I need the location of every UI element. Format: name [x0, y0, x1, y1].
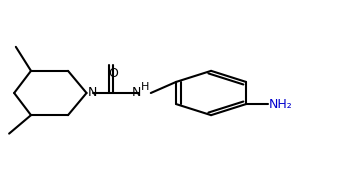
Text: NH₂: NH₂ — [269, 98, 292, 110]
Text: N: N — [132, 86, 141, 100]
Text: N: N — [88, 86, 98, 100]
Text: H: H — [141, 82, 150, 92]
Text: O: O — [108, 67, 118, 80]
